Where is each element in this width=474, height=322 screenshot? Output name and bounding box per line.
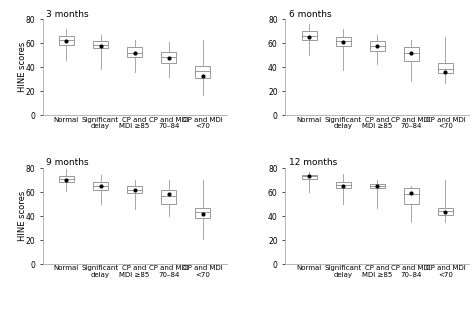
Text: 6 months: 6 months: [289, 10, 332, 19]
Text: 3 months: 3 months: [46, 10, 89, 19]
Bar: [301, 31, 317, 40]
Bar: [438, 62, 453, 73]
Bar: [161, 52, 176, 62]
Bar: [438, 208, 453, 215]
Bar: [404, 47, 419, 61]
Bar: [161, 190, 176, 204]
Bar: [93, 183, 108, 190]
Bar: [127, 47, 142, 56]
Bar: [195, 66, 210, 78]
Text: 12 months: 12 months: [289, 158, 337, 167]
Bar: [59, 36, 74, 44]
Bar: [370, 184, 385, 188]
Text: 9 months: 9 months: [46, 158, 89, 167]
Bar: [404, 188, 419, 204]
Y-axis label: HINE scores: HINE scores: [18, 42, 27, 92]
Bar: [195, 208, 210, 218]
Bar: [93, 41, 108, 48]
Bar: [59, 176, 74, 183]
Bar: [336, 183, 351, 188]
Bar: [127, 186, 142, 193]
Y-axis label: HINE scores: HINE scores: [18, 191, 27, 241]
Bar: [301, 175, 317, 179]
Bar: [370, 41, 385, 51]
Bar: [336, 37, 351, 46]
